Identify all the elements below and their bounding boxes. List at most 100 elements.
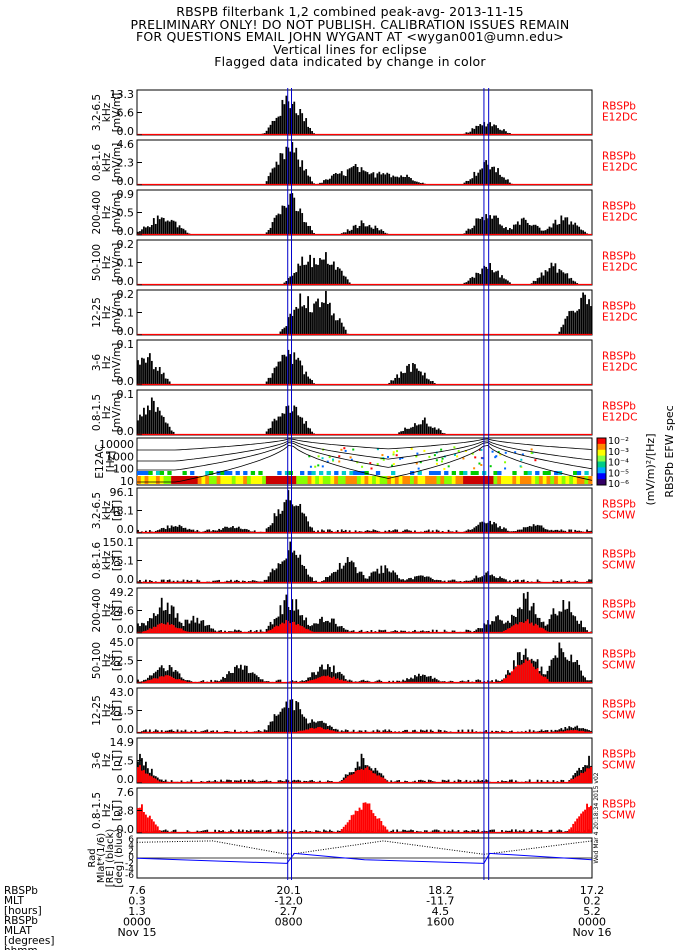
- y-axis-label: 0.8-1.6: [91, 144, 103, 182]
- y-axis-label: kHz: [101, 550, 113, 570]
- footer-value: 1.3: [128, 905, 146, 918]
- spectrogram-cell: [376, 463, 379, 466]
- spectrogram-cell: [444, 471, 449, 475]
- spectrogram-cell: [326, 471, 331, 475]
- y-tick-label: 4.6: [117, 138, 135, 151]
- y-axis-label: Hz: [101, 803, 113, 817]
- spectrogram-cell: [451, 471, 456, 475]
- spectrogram-cell: [317, 455, 320, 458]
- footer-value: 18.2: [428, 884, 453, 897]
- spectrogram-cell: [387, 455, 390, 458]
- spectrogram-cell: [148, 476, 153, 484]
- spectrogram-cell: [432, 471, 438, 475]
- colorbar-tick-label: 10⁻⁴: [608, 458, 629, 469]
- spectrogram-cell: [220, 471, 225, 475]
- spectrogram-cell: [474, 471, 479, 475]
- footer-value: -12.0: [274, 895, 302, 908]
- instrument-label: RBSPb: [602, 599, 636, 611]
- gyro-frequency-line: [137, 438, 593, 451]
- colorbar-cell: [597, 467, 606, 474]
- spectrogram-cell: [224, 476, 229, 484]
- y-tick-label: 0.0: [117, 523, 135, 536]
- spectrogram-cell: [459, 476, 464, 484]
- colorbar-unit: (mV/m)²/[Hz]: [644, 434, 657, 506]
- spectrogram-cell: [493, 471, 498, 475]
- spectrogram-cell: [480, 463, 483, 466]
- footer-value: 0.3: [128, 895, 146, 908]
- title-line-5: Flagged data indicated by change in colo…: [214, 54, 486, 69]
- footer-value: 7.6: [128, 884, 146, 897]
- footer-value: -11.7: [426, 895, 454, 908]
- instrument-label: RBSPb: [602, 799, 636, 811]
- spectrogram-cell: [321, 465, 324, 468]
- y-axis-label: [pT]: [111, 650, 123, 671]
- y-tick-label: 45.0: [110, 636, 135, 649]
- spectrogram-cell: [573, 471, 578, 475]
- y-tick-label: 75.1: [110, 555, 135, 568]
- colorbar-frame: [596, 437, 607, 486]
- spectrogram-cell: [401, 456, 404, 459]
- spectrogram-cell: [167, 471, 172, 475]
- y-tick-label: 48.1: [110, 505, 135, 518]
- spectrogram-cell: [410, 476, 415, 484]
- spectrogram-cell: [395, 454, 398, 457]
- spectrogram-cell: [258, 471, 263, 475]
- spectrogram-cell: [435, 462, 438, 465]
- spectrogram-cell: [353, 476, 358, 484]
- spectrogram-cell: [417, 471, 422, 475]
- y-axis-label: E12AC: [94, 444, 106, 478]
- spectrogram-cell: [356, 471, 362, 475]
- colorbar: 10⁻²10⁻³10⁻⁴10⁻⁵10⁻⁶ (mV/m)²/[Hz] RBSPb EF…: [596, 405, 676, 506]
- spectrogram-cell: [501, 476, 506, 484]
- y-tick-label: 0.1: [117, 338, 135, 351]
- spectrogram-cell: [421, 476, 426, 484]
- spectrogram-cell: [356, 461, 359, 464]
- spectrogram-cell: [443, 467, 446, 470]
- instrument-label: E12DC: [602, 112, 637, 124]
- spectrogram-cell: [382, 458, 385, 461]
- y-tick-label: 14.9: [110, 736, 135, 749]
- spectrogram-cell: [332, 458, 335, 461]
- spectrogram-cell: [481, 457, 484, 460]
- y-axis-label: Hz: [101, 255, 113, 269]
- spectrogram-cell: [391, 476, 396, 484]
- spectrogram-cell: [379, 476, 384, 484]
- spectrogram-cell: [140, 471, 146, 475]
- spectrogram-cell: [364, 476, 369, 484]
- spectrogram-cell: [220, 476, 225, 484]
- colorbar-cell: [597, 479, 606, 486]
- spectrogram-cell: [457, 450, 460, 453]
- spectrogram-cell: [205, 471, 210, 475]
- radial-distance-line: [136, 840, 593, 855]
- spectrogram-cell: [406, 476, 411, 484]
- spectrogram-cell: [212, 476, 218, 484]
- panel-frame: [136, 537, 593, 584]
- spectrogram-cell: [428, 455, 431, 458]
- spectrogram-cell: [453, 453, 456, 456]
- instrument-label: RBSPb: [602, 351, 636, 363]
- spectrogram-cell: [523, 471, 529, 475]
- y-axis-label: [mV/m]: [111, 343, 123, 382]
- spectrogram-cell: [456, 455, 459, 458]
- spectrogram-cell: [254, 476, 259, 484]
- y-axis-label: [pT]: [111, 750, 123, 771]
- instrument-label: RBSPb: [602, 151, 636, 163]
- spectrogram-cell: [375, 476, 381, 484]
- spectrogram-cell: [343, 447, 346, 450]
- y-tick-label: 1000: [106, 450, 134, 463]
- footer-row-label: RBSPb: [4, 915, 38, 927]
- spectrogram-cell: [499, 453, 502, 456]
- instrument-label: RBSPb: [602, 251, 636, 263]
- instrument-label: RBSPb: [602, 749, 636, 761]
- y-tick-label: 0.0: [117, 823, 135, 836]
- mlat-line: [136, 852, 593, 864]
- footer-value: 0800: [275, 916, 303, 929]
- spectrogram-cell: [478, 462, 481, 465]
- y-axis-label: [mV/m]: [111, 93, 123, 132]
- instrument-label: E12DC: [602, 362, 637, 374]
- spectrogram-cell: [584, 471, 589, 475]
- footer-row-label: RBSPb: [4, 885, 38, 897]
- instrument-label: SCMW: [602, 710, 636, 722]
